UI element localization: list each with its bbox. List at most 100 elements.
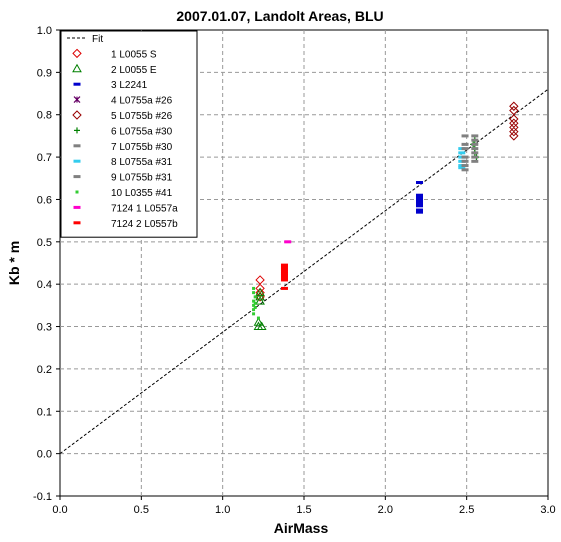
dash-glyph	[73, 205, 81, 209]
dash-glyph	[471, 142, 479, 146]
dash-glyph	[73, 82, 81, 86]
dot-glyph	[252, 299, 256, 303]
dash-glyph	[458, 151, 466, 155]
legend: Fit 1 L0055 S 2 L0055 E 3 L2241 4 L0755a #26…	[60, 30, 198, 238]
dot-glyph	[256, 316, 260, 320]
legend-swatch	[72, 48, 82, 59]
data-point	[471, 147, 479, 151]
y-tick-label: 0.3	[37, 322, 52, 334]
data-point	[461, 168, 469, 172]
y-tick-label: 1.0	[37, 25, 52, 37]
dash-glyph	[415, 208, 423, 212]
legend-label: 4 L0755a #26	[111, 96, 173, 107]
legend-label: 3 L2241	[111, 80, 148, 91]
data-point	[252, 312, 256, 316]
legend-swatch	[73, 144, 81, 148]
dash-glyph	[461, 168, 469, 172]
triangle-glyph	[253, 317, 264, 326]
y-tick-label: -0.1	[33, 491, 52, 503]
dash-glyph	[458, 166, 466, 170]
dash-glyph	[415, 204, 423, 208]
data-point	[280, 272, 288, 276]
x-tick-label: 0.5	[134, 504, 149, 516]
triangle-glyph	[255, 287, 265, 297]
dash-glyph	[73, 144, 81, 148]
legend-swatch	[73, 175, 81, 179]
data-point	[415, 210, 423, 214]
dash-glyph	[280, 286, 288, 290]
data-point	[280, 286, 288, 290]
data-point	[458, 166, 466, 170]
legend-label: 1 L0055 S	[111, 49, 157, 60]
data-point	[461, 164, 469, 168]
y-tick-label: 0.7	[37, 152, 52, 164]
dash-glyph	[471, 138, 479, 142]
dash-glyph	[280, 274, 288, 278]
data-point	[280, 265, 288, 269]
dash-glyph	[280, 263, 288, 267]
data-point	[253, 317, 264, 326]
dot-glyph	[253, 305, 257, 309]
diamond-glyph	[72, 48, 82, 59]
dash-glyph	[471, 155, 479, 159]
y-tick-label: 0.9	[37, 67, 52, 79]
dash-glyph	[280, 278, 288, 282]
legend-swatch	[73, 159, 81, 163]
data-point	[256, 316, 260, 320]
data-point	[255, 291, 265, 301]
legend-label: 10 L0355 #41	[111, 188, 173, 199]
dash-glyph	[415, 193, 423, 197]
data-point	[255, 287, 265, 297]
diamond-glyph	[509, 131, 519, 141]
legend-swatch	[72, 63, 82, 73]
data-point	[252, 286, 256, 290]
x-tick-label: 1.0	[215, 504, 230, 516]
data-point	[255, 296, 265, 305]
dash-glyph	[280, 267, 288, 271]
legend-swatch	[73, 82, 81, 86]
triangle-glyph	[72, 63, 82, 73]
legend-swatch	[74, 127, 80, 134]
y-tick-label: 0.2	[37, 364, 52, 376]
legend-swatch	[75, 190, 79, 194]
data-point	[461, 147, 469, 151]
legend-label: 6 L0755a #30	[111, 126, 173, 137]
dash-glyph	[461, 134, 469, 138]
data-point	[471, 134, 479, 138]
x-tick-label: 3.0	[540, 504, 555, 516]
chart-title: 2007.01.07, Landolt Areas, BLU	[176, 8, 383, 24]
dot-glyph	[253, 301, 257, 305]
y-tick-label: 0.8	[37, 110, 52, 122]
dash-glyph	[461, 155, 469, 159]
dash-glyph	[415, 200, 423, 204]
dot-glyph	[252, 291, 256, 295]
dash-glyph	[73, 159, 81, 163]
data-point	[415, 197, 423, 201]
data-point	[415, 200, 423, 204]
dash-glyph	[471, 159, 479, 163]
legend-label: Fit	[92, 34, 103, 45]
data-point	[252, 303, 256, 307]
legend-label: 5 L0755b #26	[111, 111, 173, 122]
data-point	[471, 142, 479, 146]
data-point	[280, 276, 288, 280]
data-point	[509, 126, 519, 137]
dash-glyph	[280, 272, 288, 276]
y-tick-label: 0.1	[37, 406, 52, 418]
data-point	[256, 321, 267, 331]
data-point	[509, 131, 519, 141]
x-axis-title: AirMass	[274, 520, 329, 536]
data-point	[458, 151, 466, 155]
data-point	[280, 267, 288, 271]
data-point	[253, 295, 257, 299]
dash-glyph	[461, 159, 469, 163]
legend-label: 7124 2 L0557b	[111, 219, 178, 230]
data-point	[461, 134, 469, 138]
y-tick-label: 0.4	[37, 279, 52, 291]
data-point	[471, 138, 479, 142]
data-point	[471, 159, 479, 163]
data-point	[461, 159, 469, 163]
data-point	[252, 308, 256, 312]
data-point	[284, 240, 292, 244]
